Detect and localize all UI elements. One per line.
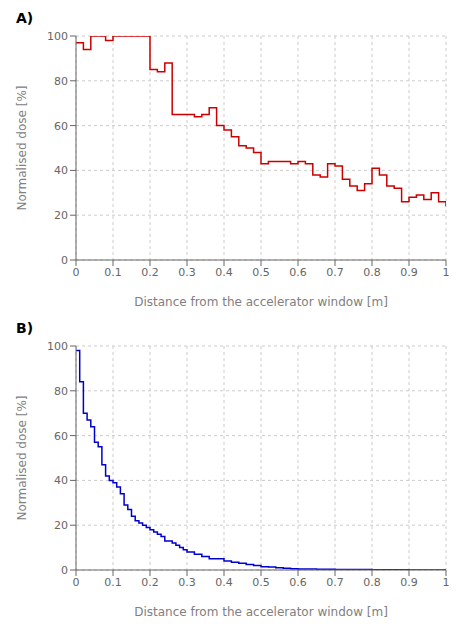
svg-text:40: 40: [54, 164, 68, 177]
svg-text:Distance from the accelerator: Distance from the accelerator window [m]: [134, 295, 388, 309]
svg-text:20: 20: [54, 519, 68, 532]
svg-text:0.4: 0.4: [215, 266, 233, 279]
svg-text:20: 20: [54, 209, 68, 222]
svg-text:0: 0: [61, 254, 68, 267]
svg-text:0.8: 0.8: [363, 576, 381, 589]
svg-text:0.2: 0.2: [141, 576, 159, 589]
svg-text:0.4: 0.4: [215, 576, 233, 589]
html-text:B): B): [16, 320, 34, 336]
svg-text:1: 1: [443, 266, 450, 279]
svg-text:0.1: 0.1: [104, 266, 122, 279]
svg-text:0.7: 0.7: [326, 576, 344, 589]
svg-text:0.6: 0.6: [289, 576, 307, 589]
svg-text:0: 0: [73, 266, 80, 279]
svg-text:0.3: 0.3: [178, 266, 196, 279]
svg-text:0.7: 0.7: [326, 266, 344, 279]
svg-text:1: 1: [443, 576, 450, 589]
svg-text:0.2: 0.2: [141, 266, 159, 279]
svg-text:0.3: 0.3: [178, 576, 196, 589]
svg-text:100: 100: [47, 340, 68, 353]
svg-text:Distance from the accelerator: Distance from the accelerator window [m]: [134, 605, 388, 619]
svg-text:0.6: 0.6: [289, 266, 307, 279]
svg-text:0.5: 0.5: [252, 576, 270, 589]
svg-text:Normalised dose [%]: Normalised dose [%]: [15, 396, 29, 521]
svg-text:40: 40: [54, 474, 68, 487]
svg-text:0.5: 0.5: [252, 266, 270, 279]
svg-text:0.8: 0.8: [363, 266, 381, 279]
svg-text:60: 60: [54, 430, 68, 443]
svg-text:80: 80: [54, 385, 68, 398]
html-text:A): A): [16, 10, 34, 26]
svg-text:Normalised dose [%]: Normalised dose [%]: [15, 86, 29, 211]
svg-text:80: 80: [54, 75, 68, 88]
svg-text:100: 100: [47, 30, 68, 43]
svg-text:0.1: 0.1: [104, 576, 122, 589]
svg-text:0.9: 0.9: [400, 266, 418, 279]
svg-text:0.9: 0.9: [400, 576, 418, 589]
svg-text:0: 0: [61, 564, 68, 577]
svg-text:0: 0: [73, 576, 80, 589]
svg-text:60: 60: [54, 120, 68, 133]
